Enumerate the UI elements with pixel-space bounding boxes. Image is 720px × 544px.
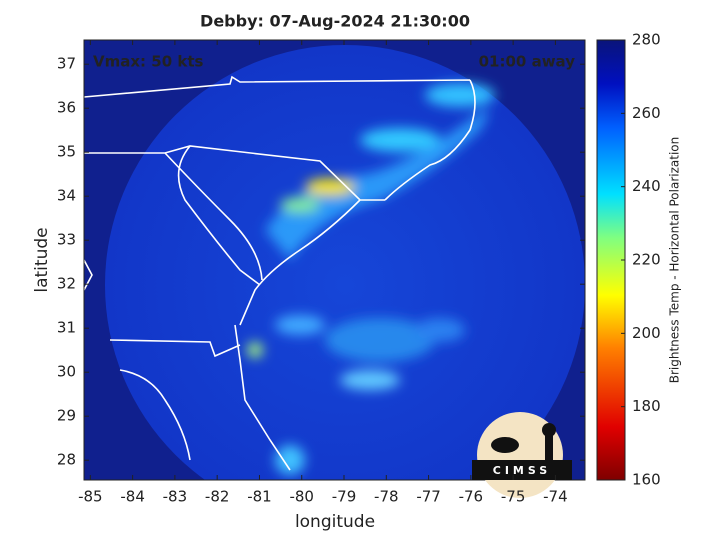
x-tick-label: -81 [247, 488, 272, 506]
vmax-annotation: Vmax: 50 kts [93, 53, 203, 71]
x-tick-label: -74 [543, 488, 568, 506]
y-tick-label: 37 [57, 55, 76, 73]
chart-title: Debby: 07-Aug-2024 21:30:00 [200, 12, 470, 31]
x-tick-label: -80 [289, 488, 314, 506]
y-tick-label: 34 [57, 187, 76, 205]
plot-frame [83, 39, 586, 481]
y-tick-label: 35 [57, 143, 76, 161]
x-tick-label: -77 [416, 488, 441, 506]
x-tick-label: -82 [205, 488, 230, 506]
x-tick-label: -79 [332, 488, 357, 506]
colorbar-tick-label: 240 [632, 177, 661, 195]
colorbar [596, 39, 626, 481]
time-annotation: 01:00 away [479, 53, 576, 71]
colorbar-tick-label: 280 [632, 31, 661, 49]
map-area [84, 40, 585, 480]
colorbar-tick-label: 220 [632, 251, 661, 269]
y-tick-label: 28 [57, 451, 76, 469]
x-axis-label: longitude [295, 512, 375, 532]
x-tick-label: -85 [78, 488, 103, 506]
x-tick-label: -78 [374, 488, 399, 506]
y-tick-label: 32 [57, 275, 76, 293]
y-tick-label: 36 [57, 99, 76, 117]
x-tick-label: -75 [501, 488, 526, 506]
x-tick-label: -83 [163, 488, 188, 506]
y-tick-label: 33 [57, 231, 76, 249]
colorbar-tick-label: 260 [632, 104, 661, 122]
y-tick-label: 29 [57, 407, 76, 425]
colorbar-tick-label: 160 [632, 471, 661, 489]
colorbar-label: Brightness Temp - Horizontal Polarizatio… [668, 137, 682, 384]
y-tick-label: 30 [57, 363, 76, 381]
colorbar-tick-label: 180 [632, 397, 661, 415]
x-tick-label: -84 [120, 488, 145, 506]
cimss-logo: CIMSS [472, 412, 572, 498]
colorbar-tick-label: 200 [632, 324, 661, 342]
y-tick-label: 31 [57, 319, 76, 337]
logo-text: CIMSS [493, 464, 551, 477]
x-tick-label: -76 [459, 488, 484, 506]
y-axis-label: latitude [32, 227, 52, 292]
